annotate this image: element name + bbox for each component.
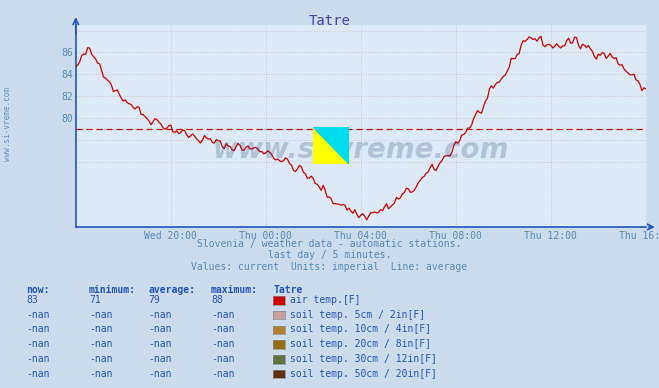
Text: -nan: -nan bbox=[26, 310, 50, 320]
Text: average:: average: bbox=[148, 285, 195, 295]
Text: -nan: -nan bbox=[26, 354, 50, 364]
Text: minimum:: minimum: bbox=[89, 285, 136, 295]
Text: -nan: -nan bbox=[211, 369, 235, 379]
Text: -nan: -nan bbox=[89, 339, 113, 349]
Text: -nan: -nan bbox=[211, 339, 235, 349]
Text: -nan: -nan bbox=[148, 354, 172, 364]
Text: -nan: -nan bbox=[211, 310, 235, 320]
Text: -nan: -nan bbox=[211, 354, 235, 364]
Text: -nan: -nan bbox=[26, 324, 50, 334]
Text: www.si-vreme.com: www.si-vreme.com bbox=[213, 136, 509, 164]
Text: -nan: -nan bbox=[148, 310, 172, 320]
Text: now:: now: bbox=[26, 285, 50, 295]
Text: -nan: -nan bbox=[26, 369, 50, 379]
Text: 88: 88 bbox=[211, 295, 223, 305]
Text: -nan: -nan bbox=[89, 324, 113, 334]
Polygon shape bbox=[313, 127, 349, 164]
Text: maximum:: maximum: bbox=[211, 285, 258, 295]
Text: soil temp. 10cm / 4in[F]: soil temp. 10cm / 4in[F] bbox=[290, 324, 431, 334]
Text: -nan: -nan bbox=[89, 310, 113, 320]
Text: air temp.[F]: air temp.[F] bbox=[290, 295, 360, 305]
Text: -nan: -nan bbox=[89, 354, 113, 364]
Text: last day / 5 minutes.: last day / 5 minutes. bbox=[268, 250, 391, 260]
Text: -nan: -nan bbox=[148, 339, 172, 349]
Text: soil temp. 5cm / 2in[F]: soil temp. 5cm / 2in[F] bbox=[290, 310, 425, 320]
Text: -nan: -nan bbox=[148, 324, 172, 334]
Text: -nan: -nan bbox=[148, 369, 172, 379]
Text: Slovenia / weather data - automatic stations.: Slovenia / weather data - automatic stat… bbox=[197, 239, 462, 249]
Text: -nan: -nan bbox=[89, 369, 113, 379]
Text: 83: 83 bbox=[26, 295, 38, 305]
Text: 71: 71 bbox=[89, 295, 101, 305]
Text: soil temp. 30cm / 12in[F]: soil temp. 30cm / 12in[F] bbox=[290, 354, 437, 364]
Polygon shape bbox=[313, 127, 349, 164]
Text: www.si-vreme.com: www.si-vreme.com bbox=[3, 87, 13, 161]
Text: -nan: -nan bbox=[211, 324, 235, 334]
Text: Tatre: Tatre bbox=[273, 285, 303, 295]
Text: soil temp. 50cm / 20in[F]: soil temp. 50cm / 20in[F] bbox=[290, 369, 437, 379]
Text: soil temp. 20cm / 8in[F]: soil temp. 20cm / 8in[F] bbox=[290, 339, 431, 349]
Text: -nan: -nan bbox=[26, 339, 50, 349]
Text: Values: current  Units: imperial  Line: average: Values: current Units: imperial Line: av… bbox=[191, 262, 468, 272]
Text: 79: 79 bbox=[148, 295, 160, 305]
Text: Tatre: Tatre bbox=[308, 14, 351, 28]
